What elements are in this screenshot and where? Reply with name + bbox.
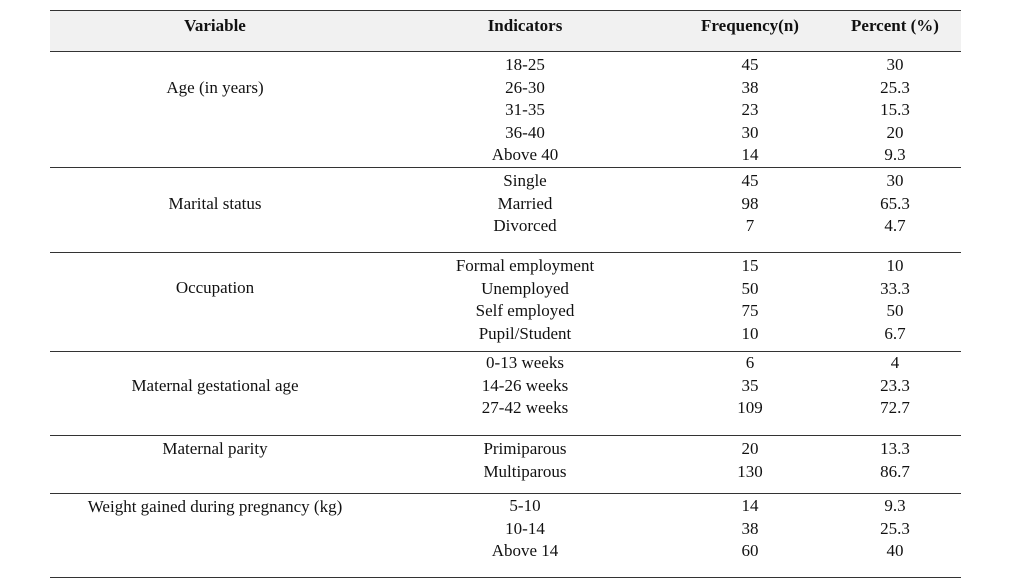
indicator-cell: 27-42 weeks — [481, 398, 569, 418]
indicator-cell: Multiparous — [483, 461, 567, 481]
header-percent: Percent (%) — [851, 16, 939, 35]
frequency-cell: 23 — [741, 100, 759, 120]
indicator-cell: Single — [503, 171, 547, 190]
table-body: Age (in years) 18-25 26-30 31-35 36-40 Above … — [50, 52, 961, 578]
indicator-cell: Above 14 — [491, 541, 559, 561]
frequency-cell: 45 — [741, 55, 759, 74]
frequency-cell: 130 — [737, 461, 763, 481]
frequency-column: 6 35 109 — [690, 352, 810, 420]
frequency-cell: 20 — [741, 439, 759, 458]
percent-column: 9.3 25.3 40 — [835, 495, 955, 563]
frequency-cell: 14 — [741, 145, 759, 165]
percent-cell: 25.3 — [880, 518, 910, 538]
frequency-column: 15 50 75 10 — [690, 255, 810, 345]
indicator-cell: 5-10 — [509, 496, 541, 515]
percent-cell: 9.3 — [884, 496, 906, 515]
percent-cell: 40 — [886, 541, 904, 561]
indicator-cell: 31-35 — [505, 100, 545, 120]
indicator-cell: 18-25 — [505, 55, 545, 74]
frequency-column: 45 98 7 — [690, 170, 810, 238]
data-table: Variable Indicators Frequency(n) Percent… — [50, 10, 961, 578]
header-frequency: Frequency(n) — [701, 16, 799, 35]
frequency-column: 45 38 23 30 14 — [690, 54, 810, 167]
frequency-cell: 15 — [741, 256, 759, 275]
frequency-cell: 45 — [741, 171, 759, 190]
indicator-cell: 10-14 — [505, 518, 545, 538]
percent-cell: 30 — [886, 171, 904, 190]
percent-cell: 30 — [886, 55, 904, 74]
percent-column: 30 25.3 15.3 20 9.3 — [835, 54, 955, 167]
variable-label: Maternal gestational age — [131, 376, 299, 395]
indicator-cell: Primiparous — [483, 439, 567, 458]
frequency-cell: 75 — [741, 301, 759, 321]
percent-cell: 4 — [890, 353, 900, 372]
indicators-column: Single Married Divorced — [420, 170, 630, 238]
table-group: Maternal gestational age 0-13 weeks 14-26 … — [50, 352, 961, 436]
percent-cell: 4.7 — [884, 216, 906, 236]
percent-cell: 23.3 — [880, 375, 910, 395]
variable-label: Occupation — [175, 278, 255, 297]
indicator-cell: Unemployed — [481, 278, 569, 298]
frequency-cell: 109 — [737, 398, 763, 418]
frequency-cell: 30 — [741, 122, 759, 142]
frequency-cell: 14 — [741, 496, 759, 515]
table-group: Weight gained during pregnancy (kg) 5-10 1… — [50, 494, 961, 578]
indicators-column: 0-13 weeks 14-26 weeks 27-42 weeks — [420, 352, 630, 420]
percent-cell: 6.7 — [884, 323, 906, 343]
percent-column: 10 33.3 50 6.7 — [835, 255, 955, 345]
frequency-cell: 50 — [741, 278, 759, 298]
variable-label: Marital status — [168, 194, 262, 213]
table-group: Age (in years) 18-25 26-30 31-35 36-40 Above … — [50, 52, 961, 168]
percent-cell: 10 — [886, 256, 904, 275]
indicator-cell: Self employed — [475, 301, 575, 321]
percent-cell: 20 — [886, 122, 904, 142]
frequency-cell: 60 — [741, 541, 759, 561]
indicator-cell: Married — [497, 193, 553, 213]
table-group: Maternal parity Primiparous Multiparous 20 1… — [50, 436, 961, 494]
percent-cell: 25.3 — [880, 77, 910, 97]
indicator-cell: 14-26 weeks — [481, 375, 569, 395]
percent-column: 30 65.3 4.7 — [835, 170, 955, 238]
frequency-column: 14 38 60 — [690, 495, 810, 563]
indicator-cell: Pupil/Student — [478, 323, 572, 343]
indicators-column: Formal employment Unemployed Self employed… — [420, 255, 630, 345]
percent-cell: 72.7 — [880, 398, 910, 418]
percent-cell: 86.7 — [880, 461, 910, 481]
header-indicators: Indicators — [487, 16, 563, 35]
indicator-cell: 0-13 weeks — [486, 353, 564, 372]
frequency-cell: 35 — [741, 375, 759, 395]
frequency-cell: 7 — [745, 216, 755, 236]
header-variable: Variable — [184, 16, 246, 35]
table-header: Variable Indicators Frequency(n) Percent… — [50, 10, 961, 52]
indicator-cell: Formal employment — [455, 256, 595, 275]
percent-cell: 15.3 — [880, 100, 910, 120]
indicators-column: 5-10 10-14 Above 14 — [420, 495, 630, 563]
indicators-column: Primiparous Multiparous — [420, 438, 630, 483]
percent-cell: 50 — [886, 301, 904, 321]
frequency-cell: 38 — [741, 518, 759, 538]
percent-cell: 13.3 — [880, 439, 910, 458]
indicator-cell: 36-40 — [505, 122, 545, 142]
frequency-cell: 6 — [745, 353, 755, 372]
indicators-column: 18-25 26-30 31-35 36-40 Above 40 — [420, 54, 630, 167]
frequency-cell: 98 — [741, 193, 759, 213]
variable-label: Weight gained during pregnancy (kg) — [87, 497, 343, 516]
percent-cell: 9.3 — [884, 145, 906, 165]
frequency-column: 20 130 — [690, 438, 810, 483]
frequency-cell: 10 — [741, 323, 759, 343]
table-group: Occupation Formal employment Unemployed Sel… — [50, 253, 961, 352]
table-group: Marital status Single Married Divorced 45 98 7… — [50, 168, 961, 253]
frequency-cell: 38 — [741, 77, 759, 97]
percent-cell: 65.3 — [880, 193, 910, 213]
indicator-cell: Divorced — [493, 216, 557, 236]
variable-label: Age (in years) — [166, 78, 264, 97]
percent-column: 13.3 86.7 — [835, 438, 955, 483]
indicator-cell: 26-30 — [505, 77, 545, 97]
indicator-cell: Above 40 — [491, 145, 559, 165]
percent-cell: 33.3 — [880, 278, 910, 298]
percent-column: 4 23.3 72.7 — [835, 352, 955, 420]
variable-label: Maternal parity — [162, 439, 268, 458]
